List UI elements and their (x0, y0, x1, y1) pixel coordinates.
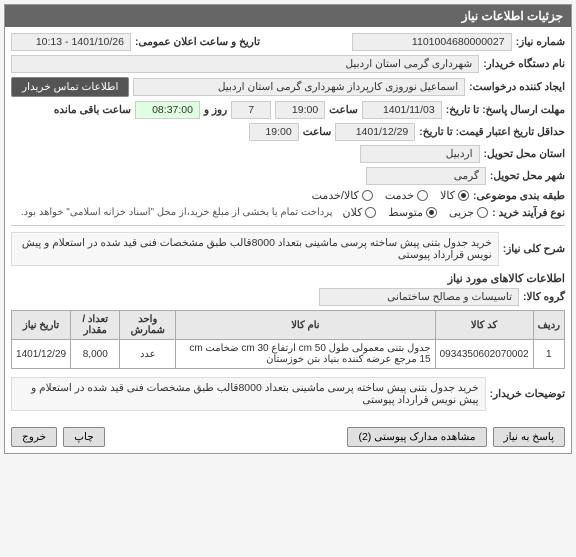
group-label: گروه کالا: (523, 291, 565, 303)
desc-value: خرید جدول بتنی پیش ساخته پرسی ماشینی بتع… (11, 232, 499, 266)
items-table: ردیف کد کالا نام کالا واحد شمارش تعداد /… (11, 310, 565, 369)
class-opt-b[interactable]: خدمت (385, 189, 428, 202)
class-radio-group: کالا خدمت کالا/خدمت (312, 189, 469, 202)
time-remaining: 08:37:00 (135, 101, 200, 119)
proc-radio-group: جزیی متوسط کلان (343, 206, 489, 219)
reply-button[interactable]: پاسخ به نیاز (493, 427, 565, 447)
panel-title: جزئیات اطلاعات نیاز (5, 5, 571, 27)
desc-label: شرح کلی نیاز: (503, 243, 565, 255)
proc-opt-a[interactable]: جزیی (449, 206, 488, 219)
loc1-value: اردبیل (360, 145, 480, 163)
deadline-time: 19:00 (275, 101, 325, 119)
loc2-label: شهر محل تحویل: (490, 170, 565, 182)
validity-time: 19:00 (249, 123, 299, 141)
niaz-no-label: شماره نیاز: (516, 36, 565, 48)
days-remaining: 7 (231, 101, 271, 119)
deadline-label: مهلت ارسال پاسخ: تا تاریخ: (446, 104, 565, 116)
proc-label: نوع فرآیند خرید : (492, 207, 565, 219)
saat-label-2: ساعت (303, 126, 332, 138)
buyer-label: نام دستگاه خریدار: (483, 58, 565, 70)
deadline-date: 1401/11/03 (362, 101, 442, 119)
col-qty: تعداد / مقدار (71, 311, 120, 340)
pub-value: 1401/10/26 - 10:13 (11, 33, 131, 51)
contact-button[interactable]: اطلاعات تماس خریدار (11, 77, 129, 97)
print-button[interactable]: چاپ (63, 427, 105, 447)
proc-opt-c[interactable]: کلان (343, 206, 377, 219)
requester-label: ایجاد کننده درخواست: (469, 81, 565, 93)
exit-button[interactable]: خروج (11, 427, 57, 447)
col-name: نام کالا (176, 311, 435, 340)
proc-note: پرداخت تمام یا بخشی از مبلغ خرید،از محل … (21, 207, 333, 218)
table-row: 1 0934350602070002 جدول بتنی معمولی طول … (12, 340, 565, 369)
col-date: تاریخ نیاز (12, 311, 71, 340)
class-opt-c[interactable]: کالا/خدمت (312, 189, 373, 202)
class-opt-a[interactable]: کالا (440, 189, 469, 202)
remain-label: ساعت باقی مانده (54, 104, 131, 116)
col-code: کد کالا (435, 311, 533, 340)
col-row: ردیف (533, 311, 564, 340)
items-title: اطلاعات کالاهای مورد نیاز (11, 272, 565, 285)
col-unit: واحد شمارش (120, 311, 176, 340)
niaz-no-value: 1101004680000027 (352, 33, 512, 51)
buyer-notes-label: توضیحات خریدار: (490, 388, 565, 400)
loc2-value: گرمی (366, 167, 486, 185)
loc1-label: استان محل تحویل: (484, 148, 565, 160)
buyer-value: شهرداری گرمی استان اردبیل (11, 55, 479, 73)
rooz-va-label: روز و (204, 104, 227, 116)
class-label: طبقه بندی موضوعی: (473, 190, 565, 202)
buyer-notes-value: خرید جدول بتنی پیش ساخته پرسی ماشینی بتع… (11, 377, 486, 411)
saat-label-1: ساعت (329, 104, 358, 116)
pub-label: تاریخ و ساعت اعلان عمومی: (135, 36, 260, 48)
requester-value: اسماعیل نوروزی کارپرداز شهرداری گرمی است… (133, 78, 465, 96)
validity-date: 1401/12/29 (335, 123, 415, 141)
validity-label: حداقل تاریخ اعتبار قیمت: تا تاریخ: (419, 126, 565, 138)
group-value: تاسیسات و مصالح ساختمانی (319, 288, 519, 306)
proc-opt-b[interactable]: متوسط (388, 206, 437, 219)
attachments-button[interactable]: مشاهده مدارک پیوستی (2) (347, 427, 486, 447)
